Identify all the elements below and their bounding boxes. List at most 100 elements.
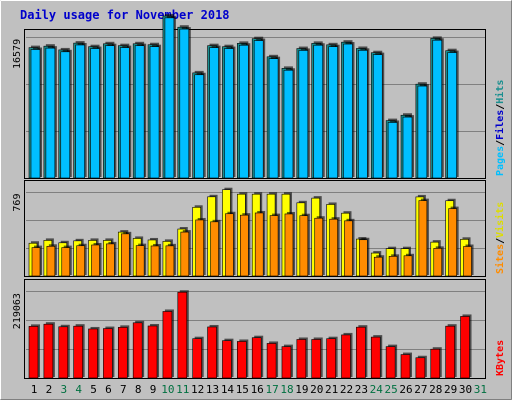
legend-item-hits-2: Files: [494, 110, 506, 140]
bar-visits-sites-day-24: [373, 256, 383, 277]
bar-visits-sites-day-23: [359, 239, 368, 277]
bar-visits-sites-day-21: [329, 218, 338, 277]
panel-frame-visits: [24, 180, 486, 277]
x-tick-label-day-5: 5: [90, 383, 97, 396]
plot-layer: 16579Pages/Files/Hits769Sites/Visits2190…: [12, 13, 506, 396]
bar-hits-pages-day-4: [75, 44, 85, 179]
legend-item-visits-0: Sites: [494, 244, 506, 274]
bar-hits-pages-day-8: [134, 45, 145, 179]
bar-kbytes-kbytes-day-23: [356, 326, 366, 379]
bar-visits-sites-day-26: [403, 255, 413, 277]
bar-hits-pages-day-23: [358, 50, 368, 179]
bar-hits-pages-day-7: [119, 47, 130, 179]
bar-visits-sites-day-7: [120, 233, 130, 277]
bar-kbytes-kbytes-day-14: [222, 340, 232, 379]
y-max-label-kbytes: 219063: [12, 293, 23, 329]
bar-visits-sites-day-18: [284, 213, 294, 277]
x-tick-label-day-13: 13: [206, 383, 219, 396]
bar-visits-sites-day-11: [180, 231, 190, 277]
bar-hits-pages-day-27: [417, 85, 428, 179]
x-tick-label-day-1: 1: [31, 383, 38, 396]
bar-kbytes-kbytes-day-2: [43, 323, 54, 379]
panel-frame-hits: [24, 29, 486, 179]
bar-kbytes-kbytes-day-12: [192, 338, 202, 379]
bar-hits-pages-day-24: [372, 54, 383, 179]
bar-kbytes-kbytes-day-30: [460, 316, 470, 379]
bar-hits-pages-day-12: [194, 74, 204, 179]
legend-item-hits-4: Hits: [494, 80, 506, 104]
bar-visits-sites-day-28: [433, 248, 443, 277]
x-tick-label-day-17: 17: [265, 383, 278, 396]
legend-item-visits-1: /: [495, 238, 506, 244]
legend-item-kbytes-0: KBytes: [495, 340, 506, 376]
bar-kbytes-kbytes-day-17: [266, 343, 277, 379]
bar-kbytes-kbytes-day-8: [132, 322, 143, 379]
bar-visits-sites-day-30: [463, 246, 472, 277]
legend-hits: Pages/Files/Hits: [494, 80, 506, 176]
bar-hits-pages-day-9: [149, 46, 160, 179]
bar-hits-pages-day-29: [447, 52, 457, 179]
x-tick-label-day-26: 26: [399, 383, 412, 396]
x-tick-label-day-7: 7: [120, 383, 127, 396]
bar-kbytes-kbytes-day-20: [311, 339, 322, 379]
bar-kbytes-kbytes-day-24: [370, 336, 381, 379]
x-tick-label-day-18: 18: [280, 383, 293, 396]
bar-kbytes-kbytes-day-27: [415, 357, 426, 379]
bar-visits-sites-day-10: [165, 245, 175, 277]
bar-visits-sites-day-14: [225, 213, 234, 277]
x-tick-label-day-11: 11: [176, 383, 189, 396]
bar-hits-pages-day-19: [298, 50, 309, 179]
bar-kbytes-kbytes-day-18: [281, 346, 292, 379]
legend-visits: Sites/Visits: [494, 202, 506, 274]
bar-hits-pages-day-21: [328, 46, 338, 179]
bar-hits-pages-day-18: [283, 69, 294, 179]
x-tick-label-day-19: 19: [295, 383, 308, 396]
bar-kbytes-kbytes-day-28: [430, 348, 441, 379]
bar-hits-pages-day-22: [343, 43, 353, 179]
bar-visits-sites-day-19: [299, 215, 309, 277]
bar-hits-pages-day-16: [253, 40, 264, 179]
bar-kbytes-kbytes-day-22: [341, 334, 351, 379]
bar-kbytes-kbytes-day-29: [445, 325, 455, 379]
bar-visits-sites-day-9: [150, 245, 160, 277]
bar-kbytes-kbytes-day-21: [326, 338, 336, 379]
x-tick-label-day-2: 2: [46, 383, 53, 396]
x-tick-label-day-24: 24: [370, 383, 384, 396]
x-tick-label-day-28: 28: [429, 383, 442, 396]
bar-hits-pages-day-5: [90, 48, 100, 179]
bar-kbytes-kbytes-day-10: [162, 311, 173, 379]
chart-title: Daily usage for November 2018: [20, 8, 230, 22]
bar-visits-sites-day-4: [76, 245, 85, 277]
bar-kbytes-kbytes-day-9: [147, 325, 158, 379]
bar-hits-pages-day-3: [60, 51, 71, 179]
bar-visits-sites-day-15: [240, 214, 249, 277]
x-tick-label-day-10: 10: [161, 383, 174, 396]
bar-kbytes-kbytes-day-25: [385, 346, 396, 379]
x-tick-label-day-25: 25: [384, 383, 397, 396]
bar-visits-sites-day-8: [135, 245, 145, 277]
x-tick-label-day-29: 29: [444, 383, 457, 396]
legend-item-hits-3: /: [495, 104, 506, 110]
x-tick-label-day-8: 8: [135, 383, 142, 396]
x-tick-label-day-21: 21: [325, 383, 338, 396]
panel-frame-kbytes: [24, 279, 486, 379]
bar-hits-pages-day-13: [209, 47, 219, 179]
legend-item-hits-1: /: [495, 140, 506, 146]
x-tick-label-day-12: 12: [191, 383, 204, 396]
bar-visits-sites-day-2: [46, 245, 56, 277]
x-tick-label-day-9: 9: [150, 383, 157, 396]
bar-kbytes-kbytes-day-19: [296, 339, 307, 379]
bar-hits-pages-day-1: [30, 49, 41, 179]
bar-visits-sites-day-20: [314, 217, 324, 277]
legend-kbytes: KBytes: [495, 340, 506, 376]
bar-kbytes-kbytes-day-1: [28, 326, 39, 379]
x-tick-label-day-4: 4: [75, 383, 82, 396]
bar-hits-pages-day-28: [432, 39, 443, 179]
bar-visits-sites-day-29: [448, 208, 457, 277]
bar-kbytes-kbytes-day-15: [237, 341, 247, 379]
bar-hits-pages-day-6: [105, 45, 115, 179]
x-tick-label-day-14: 14: [221, 383, 235, 396]
bar-hits-pages-day-25: [387, 122, 398, 179]
bar-visits-sites-day-22: [344, 220, 353, 277]
